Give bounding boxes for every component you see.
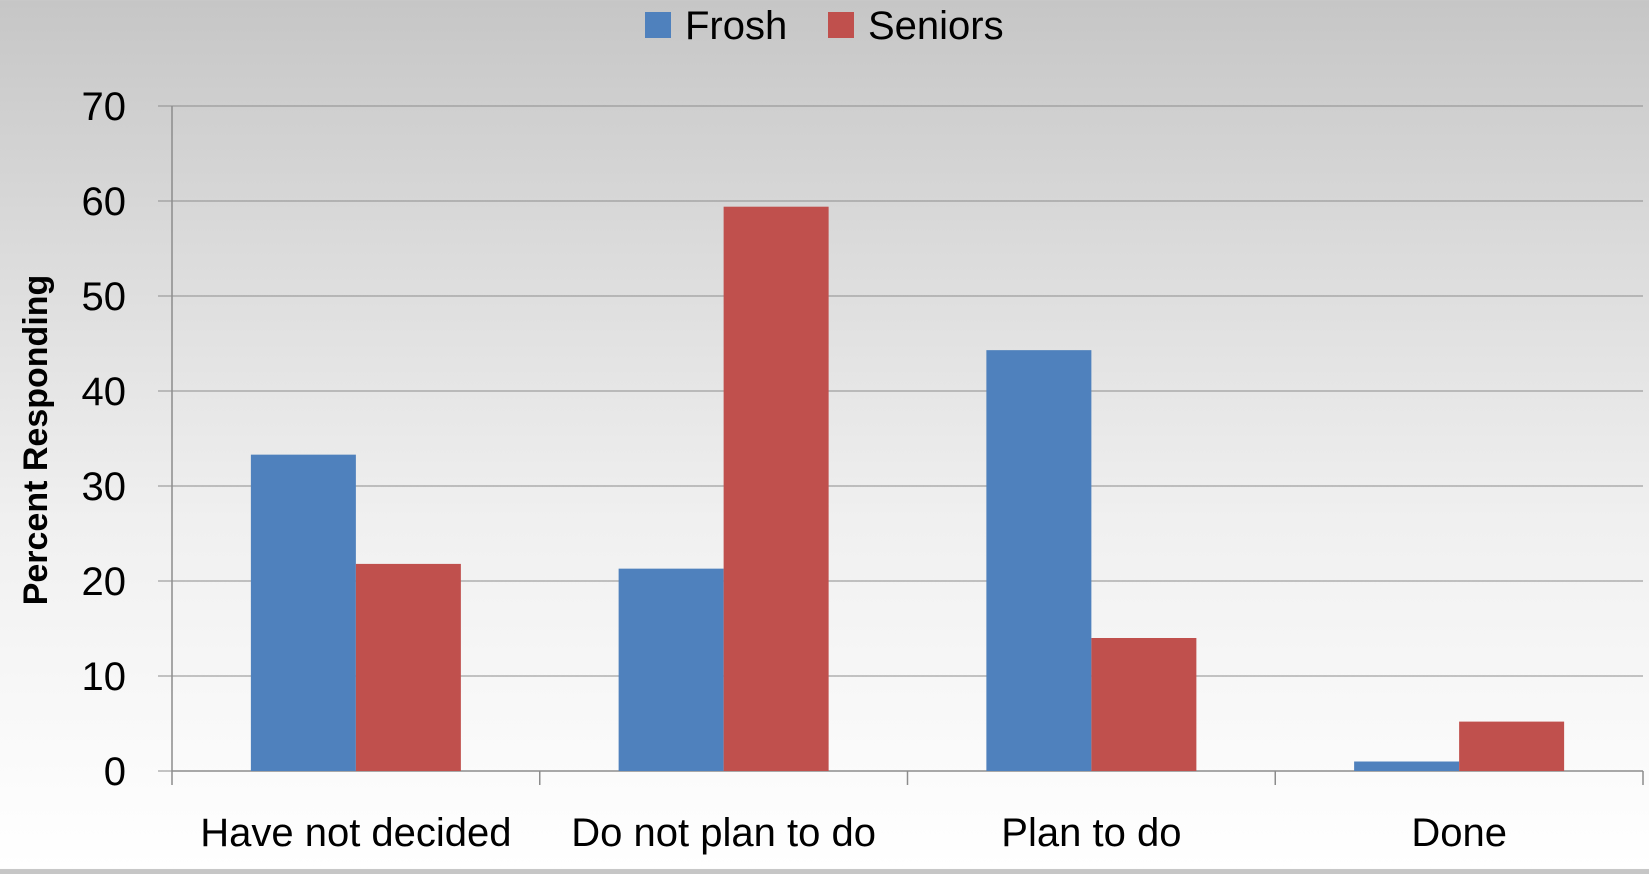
y-tick-label: 60 (82, 180, 127, 224)
bar-frosh-2 (986, 350, 1092, 771)
bars (250, 206, 1565, 771)
x-category-label: Have not decided (200, 811, 511, 855)
x-category-label: Done (1411, 811, 1507, 855)
bar-frosh-3 (1354, 761, 1460, 771)
y-tick-label: 70 (82, 85, 127, 129)
bar-seniors-2 (1091, 638, 1197, 771)
x-category-label: Do not plan to do (571, 811, 876, 855)
legend-swatch-seniors (828, 12, 854, 38)
y-tick-label: 50 (82, 275, 127, 319)
bar-seniors-3 (1459, 721, 1565, 771)
y-tick-label: 40 (82, 370, 127, 414)
y-tick-label: 20 (82, 560, 127, 604)
legend-swatch-frosh (645, 12, 671, 38)
bar-seniors-1 (723, 206, 829, 771)
x-category-label: Plan to do (1001, 811, 1181, 855)
y-axis-label: Percent Responding (17, 275, 55, 606)
legend: Frosh Seniors (645, 4, 1004, 48)
bar-frosh-1 (618, 568, 724, 771)
y-tick-label: 10 (82, 655, 127, 699)
legend-label-frosh: Frosh (685, 4, 787, 48)
bar-frosh-0 (250, 454, 356, 771)
y-tick-label: 0 (104, 750, 126, 794)
y-tick-label: 30 (82, 465, 127, 509)
bar-seniors-0 (355, 563, 461, 771)
legend-label-seniors: Seniors (868, 4, 1004, 48)
labels: 0 10 20 30 40 50 60 70 Have not decided Do not pl… (17, 85, 1507, 855)
